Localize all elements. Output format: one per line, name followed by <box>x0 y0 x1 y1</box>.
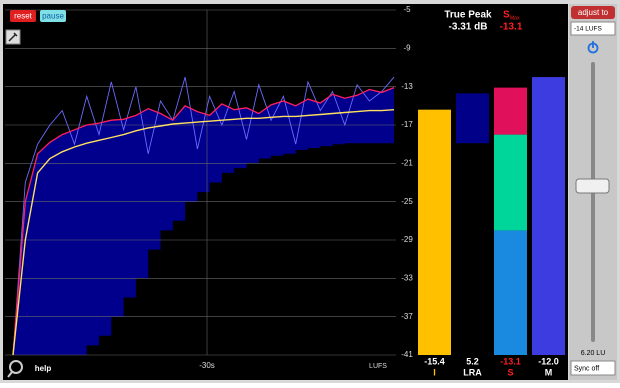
scale-label: -9 <box>403 43 411 52</box>
reset-label: reset <box>14 12 33 21</box>
slider-track <box>591 62 595 342</box>
help-link[interactable]: help <box>35 364 52 373</box>
scale-label: -25 <box>401 197 413 206</box>
zoom-handle <box>7 371 13 378</box>
s-max-label: S <box>503 10 510 21</box>
scale-label: -33 <box>401 273 413 282</box>
meter-value: -15.4 <box>424 356 445 366</box>
pause-label: pause <box>42 12 64 21</box>
meter-value: -13.1 <box>500 356 521 366</box>
meter-bar <box>532 77 565 355</box>
lra-bar <box>456 93 489 144</box>
meter-value: -12.0 <box>538 356 559 366</box>
scale-label: -41 <box>401 350 413 359</box>
meter-bar <box>418 109 451 356</box>
scale-label: -5 <box>403 5 411 14</box>
adjust-button[interactable] <box>571 6 615 19</box>
scale-label: -17 <box>401 120 413 129</box>
momentary-line <box>12 76 395 356</box>
s-zone <box>494 230 527 355</box>
scale-label: -29 <box>401 235 413 244</box>
s-zone <box>494 87 527 135</box>
s-zone <box>494 134 527 231</box>
s-max-value: -13.1 <box>500 22 523 33</box>
range-area <box>13 87 394 355</box>
adjust-label: adjust to <box>578 8 609 17</box>
true-peak-value: -3.31 dB <box>449 22 488 33</box>
slider-thumb[interactable] <box>575 178 610 194</box>
target-value: -14 LUFS <box>574 26 602 33</box>
zoom-icon[interactable] <box>9 360 23 374</box>
meter-name: S <box>507 367 513 377</box>
scale-label: -13 <box>401 82 413 91</box>
time-label: -30s <box>199 361 215 370</box>
meter-value: 5.2 <box>466 356 479 366</box>
s-max-sub: Max <box>510 15 520 21</box>
target-select[interactable] <box>570 21 616 36</box>
meter-name: LRA <box>463 367 482 377</box>
sync-value: Sync off <box>574 365 599 372</box>
meter-name: M <box>545 367 553 377</box>
scale-label: -37 <box>401 312 413 321</box>
sync-select[interactable] <box>570 360 616 376</box>
pause-button[interactable] <box>40 10 66 22</box>
integrated-line <box>12 109 395 356</box>
true-peak-label: True Peak <box>444 10 492 21</box>
scale-label: -21 <box>401 158 413 167</box>
meter-name: I <box>433 367 436 377</box>
reset-button[interactable] <box>10 10 36 22</box>
wrench-icon <box>8 32 18 42</box>
unit-label: LUFS <box>369 363 387 370</box>
short-term-line <box>12 86 395 356</box>
gain-value: 6.20 LU <box>581 350 606 357</box>
